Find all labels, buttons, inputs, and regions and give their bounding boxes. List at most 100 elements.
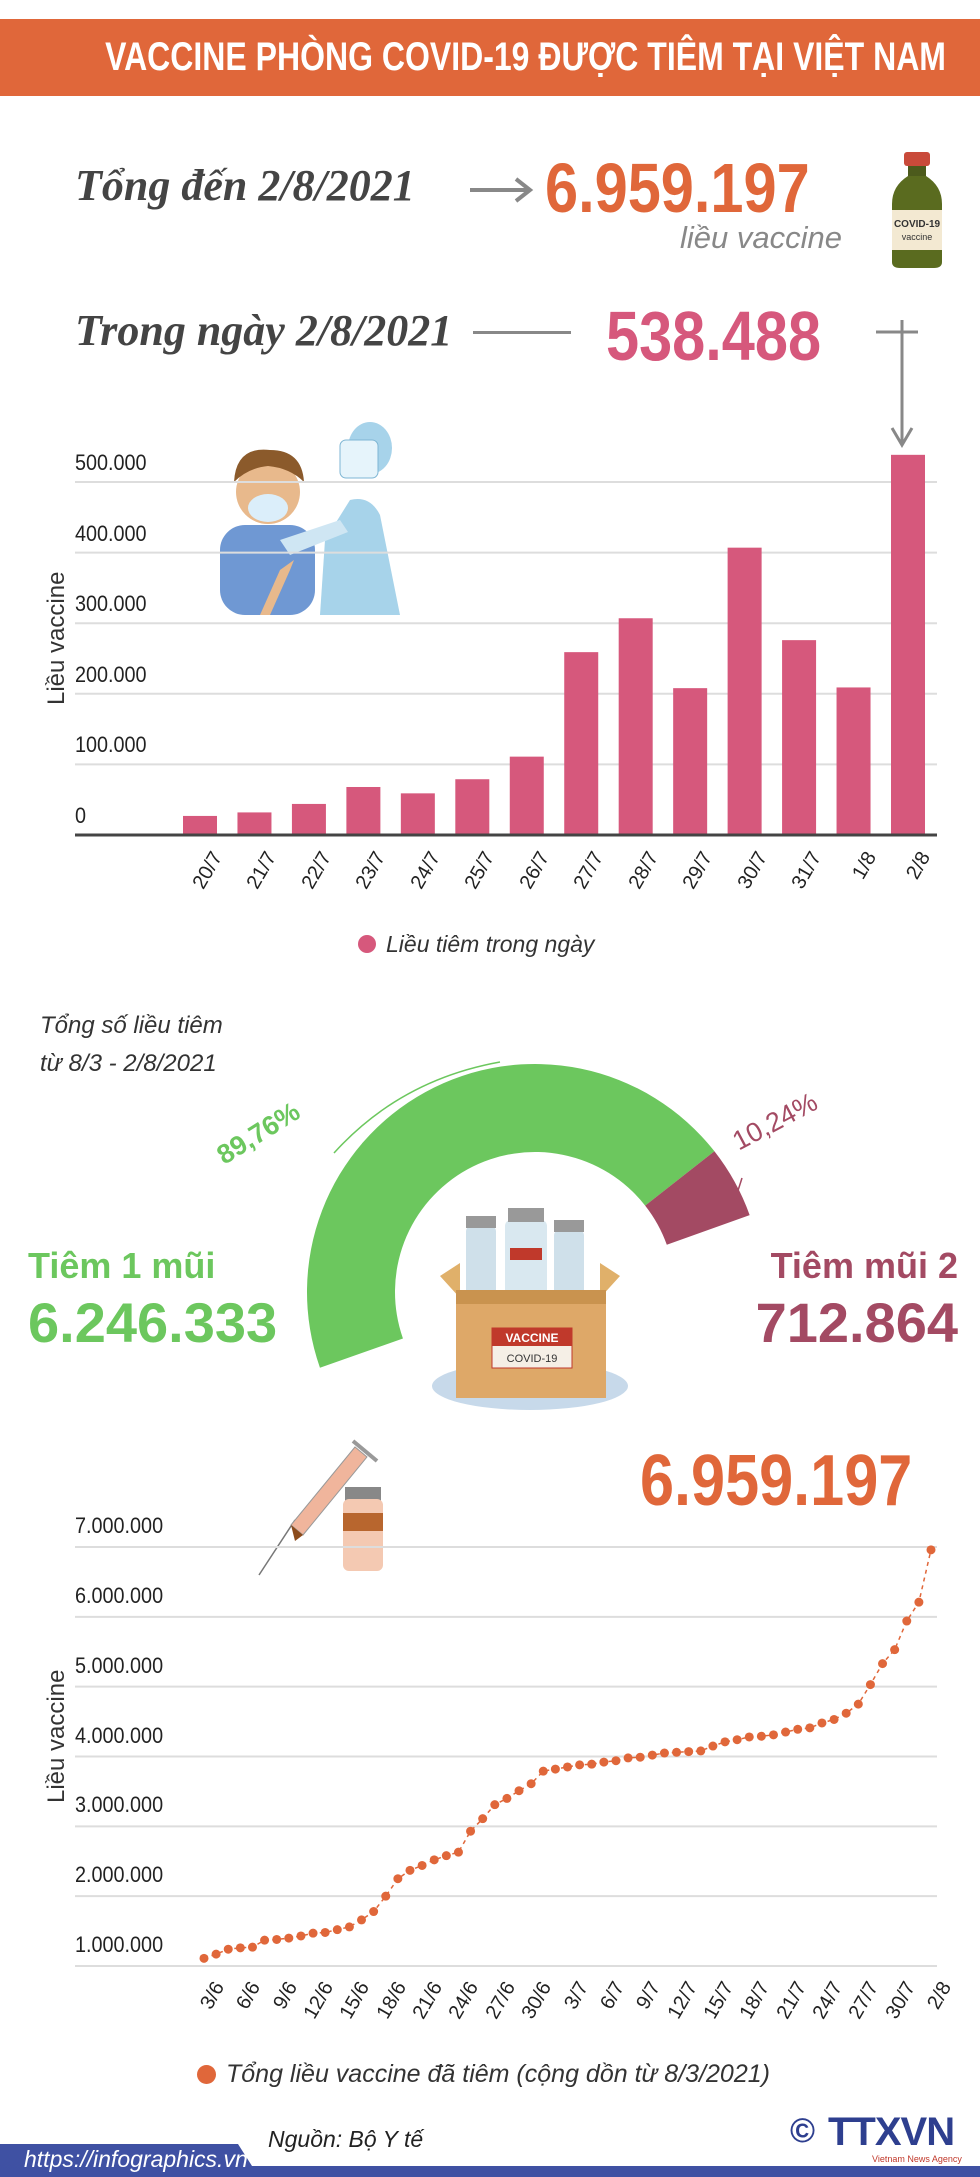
cumulative-point (260, 1935, 270, 1945)
bar-28-7 (618, 618, 653, 835)
cumulative-point (441, 1851, 451, 1861)
dose2-value: 712.864 (755, 1291, 958, 1354)
bar-22-7 (291, 803, 326, 835)
cumulative-point (344, 1922, 354, 1932)
cumulative-point (320, 1927, 330, 1937)
dose2-label: Tiêm mũi 2 (770, 1245, 958, 1286)
bar-20-7 (183, 815, 217, 835)
line-y-tick-label: 6.000.000 (75, 1582, 164, 1608)
bar-29-7 (673, 688, 708, 835)
line-y-tick-label: 7.000.000 (75, 1513, 164, 1538)
total-unit: liều vaccine (680, 220, 842, 255)
daily-value: 538.488 (606, 297, 822, 375)
ttxvn-logo: TTXVN (828, 2110, 955, 2154)
cumulative-point (526, 1779, 536, 1789)
cumulative-point (369, 1907, 379, 1917)
cumulative-point (756, 1731, 766, 1741)
dose1-leader-line (333, 1061, 501, 1154)
cumulative-point (659, 1748, 669, 1758)
cumulative-point (647, 1750, 657, 1760)
daily-label: Trong ngày 2/8/2021 (75, 306, 453, 355)
cumulative-point (684, 1747, 694, 1757)
cumulative-point (696, 1746, 706, 1756)
line-y-tick-label: 2.000.000 (75, 1862, 164, 1888)
bar-y-tick-label: 500.000 (75, 450, 147, 475)
cumulative-point (490, 1800, 500, 1810)
vaccine-box-illustration: VACCINE COVID-19 (432, 1208, 628, 1410)
cumulative-point (914, 1597, 924, 1607)
cumulative-point (708, 1741, 718, 1751)
page-title-text: VACCINE PHÒNG COVID-19 ĐƯỢC TIÊM TẠI VIỆ… (105, 35, 946, 79)
line-y-tick-label: 5.000.000 (75, 1652, 164, 1678)
cumulative-point (672, 1747, 682, 1757)
syringe-vial-illustration (258, 1439, 383, 1576)
cumulative-point (611, 1756, 621, 1766)
bar-y-tick-label: 400.000 (75, 520, 147, 546)
cumulative-point (817, 1718, 827, 1728)
bar-1-8 (836, 687, 871, 835)
cumulative-point (768, 1730, 778, 1740)
bar-21-7 (237, 812, 272, 835)
cumulative-point (890, 1645, 900, 1655)
bar-legend-dot (358, 935, 376, 953)
cumulative-point (781, 1727, 791, 1737)
cumulative-point (223, 1944, 233, 1954)
footer-url[interactable]: https://infographics.vn (24, 2146, 248, 2172)
cumulative-point (514, 1786, 524, 1796)
dose2-leader-line (734, 1177, 743, 1201)
svg-text:COVID-19: COVID-19 (894, 219, 941, 230)
cumulative-point (211, 1949, 221, 1959)
cumulative-point (853, 1699, 863, 1709)
total-label: Tổng đến 2/8/2021 (75, 161, 415, 210)
cumulative-point (793, 1724, 803, 1734)
cumulative-point (744, 1732, 754, 1742)
line-legend-dot (197, 2065, 216, 2084)
bar-y-tick-label: 300.000 (75, 591, 147, 617)
cumulative-point (563, 1762, 572, 1772)
cumulative-point (550, 1764, 560, 1774)
cumulative-point (732, 1735, 742, 1745)
cumulative-point (199, 1953, 209, 1963)
cumulative-point (575, 1760, 585, 1770)
connector-line (473, 331, 571, 334)
cumulative-point (587, 1759, 597, 1769)
line-y-tick-label: 3.000.000 (75, 1792, 164, 1818)
cumulative-point (878, 1659, 888, 1669)
line-y-tick-label: 1.000.000 (75, 1932, 164, 1957)
cumulative-point (805, 1723, 815, 1733)
bar-legend-label: Liều tiêm trong ngày (386, 931, 595, 957)
cumulative-point (865, 1680, 875, 1690)
cumulative-point (720, 1737, 730, 1747)
page-title: VACCINE PHÒNG COVID-19 ĐƯỢC TIÊM TẠI VIỆ… (0, 19, 980, 96)
cumulative-point (478, 1814, 488, 1824)
gauge-title: Tổng số liều tiêm (40, 1012, 223, 1039)
bar-y-tick-label: 0 (75, 803, 87, 828)
dose1-label: Tiêm 1 mũi (28, 1245, 216, 1286)
vaccination-illustration (220, 422, 400, 615)
cumulative-point (538, 1766, 548, 1776)
cumulative-point (381, 1891, 391, 1901)
gauge-slice-1 (306, 1064, 715, 1368)
bar-31-7 (782, 640, 817, 835)
bar-26-7 (509, 756, 544, 835)
gauge-slice-2 (645, 1151, 750, 1245)
footer-band (0, 2144, 980, 2177)
cumulative-point (623, 1753, 633, 1763)
bar-25-7 (455, 779, 490, 835)
cumulative-point (926, 1545, 936, 1555)
svg-text:vaccine: vaccine (902, 232, 933, 242)
vaccine-vial-icon: COVID-19 vaccine (892, 152, 942, 268)
bar-y-tick-label: 200.000 (75, 661, 147, 687)
box-label-vaccine: VACCINE (505, 1331, 558, 1345)
cumulative-point (272, 1934, 282, 1944)
cumulative-point (284, 1933, 294, 1943)
dose-gauge (306, 1061, 750, 1368)
header-banner: VACCINE PHÒNG COVID-19 ĐƯỢC TIÊM TẠI VIỆ… (0, 19, 980, 96)
cumulative-point (332, 1925, 342, 1935)
box-label-covid: COVID-19 (507, 1353, 558, 1365)
line-legend-label: Tổng liều vaccine đã tiêm (cộng dồn từ 8… (226, 2060, 770, 2088)
total-value: 6.959.197 (545, 149, 810, 227)
cumulative-point (393, 1874, 403, 1884)
cumulative-point (429, 1855, 439, 1865)
bar-plot-area (75, 454, 937, 837)
